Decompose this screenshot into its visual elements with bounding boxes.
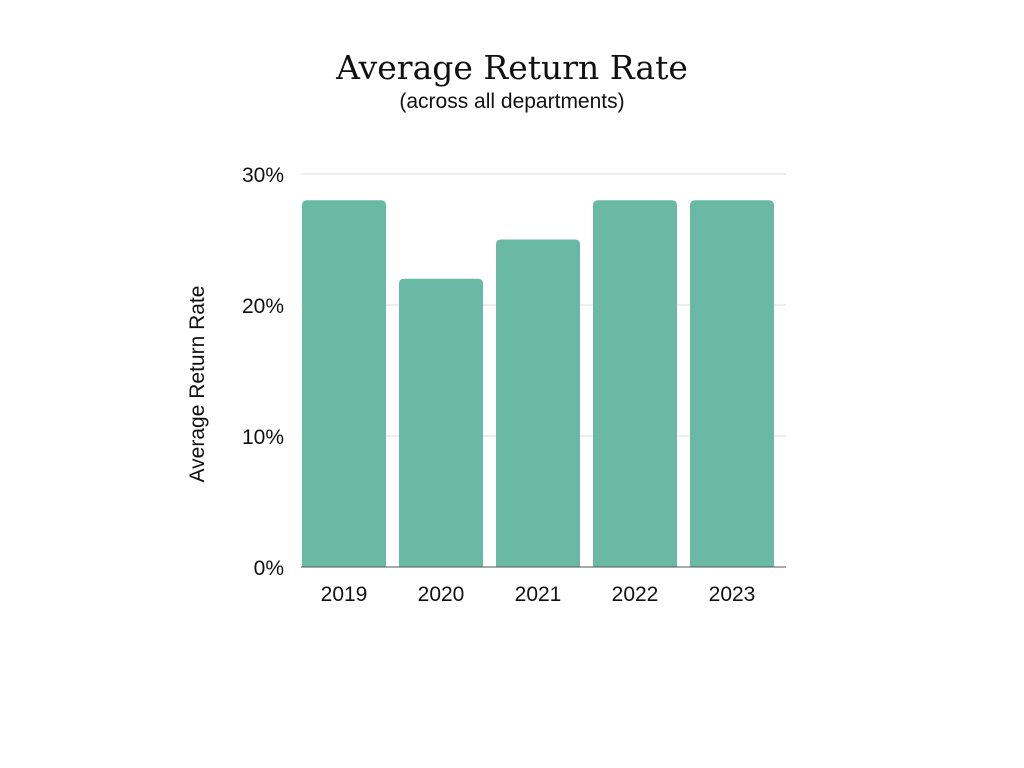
y-tick-label: 10%	[242, 426, 284, 449]
y-tick-labels: 0% 10% 20% 30%	[242, 164, 284, 580]
x-tick-labels: 2019 2020 2021 2022 2023	[321, 583, 756, 606]
bar-2023	[690, 200, 774, 567]
x-tick-label: 2021	[515, 583, 562, 606]
x-tick-label: 2022	[612, 583, 659, 606]
bar-2020	[399, 278, 483, 567]
x-tick-label: 2020	[418, 583, 465, 606]
y-axis-title: Average Return Rate	[186, 286, 209, 483]
x-tick-label: 2023	[709, 583, 756, 606]
bar-2019	[302, 200, 386, 567]
chart-subtitle: (across all departments)	[399, 90, 625, 113]
y-tick-label: 20%	[242, 295, 284, 318]
y-tick-label: 30%	[242, 164, 284, 187]
bars	[302, 200, 774, 567]
bar-2022	[593, 200, 677, 567]
x-tick-label: 2019	[321, 583, 368, 606]
chart-title: Average Return Rate	[336, 48, 688, 87]
y-tick-label: 0%	[254, 557, 284, 580]
bar-2021	[496, 239, 580, 567]
